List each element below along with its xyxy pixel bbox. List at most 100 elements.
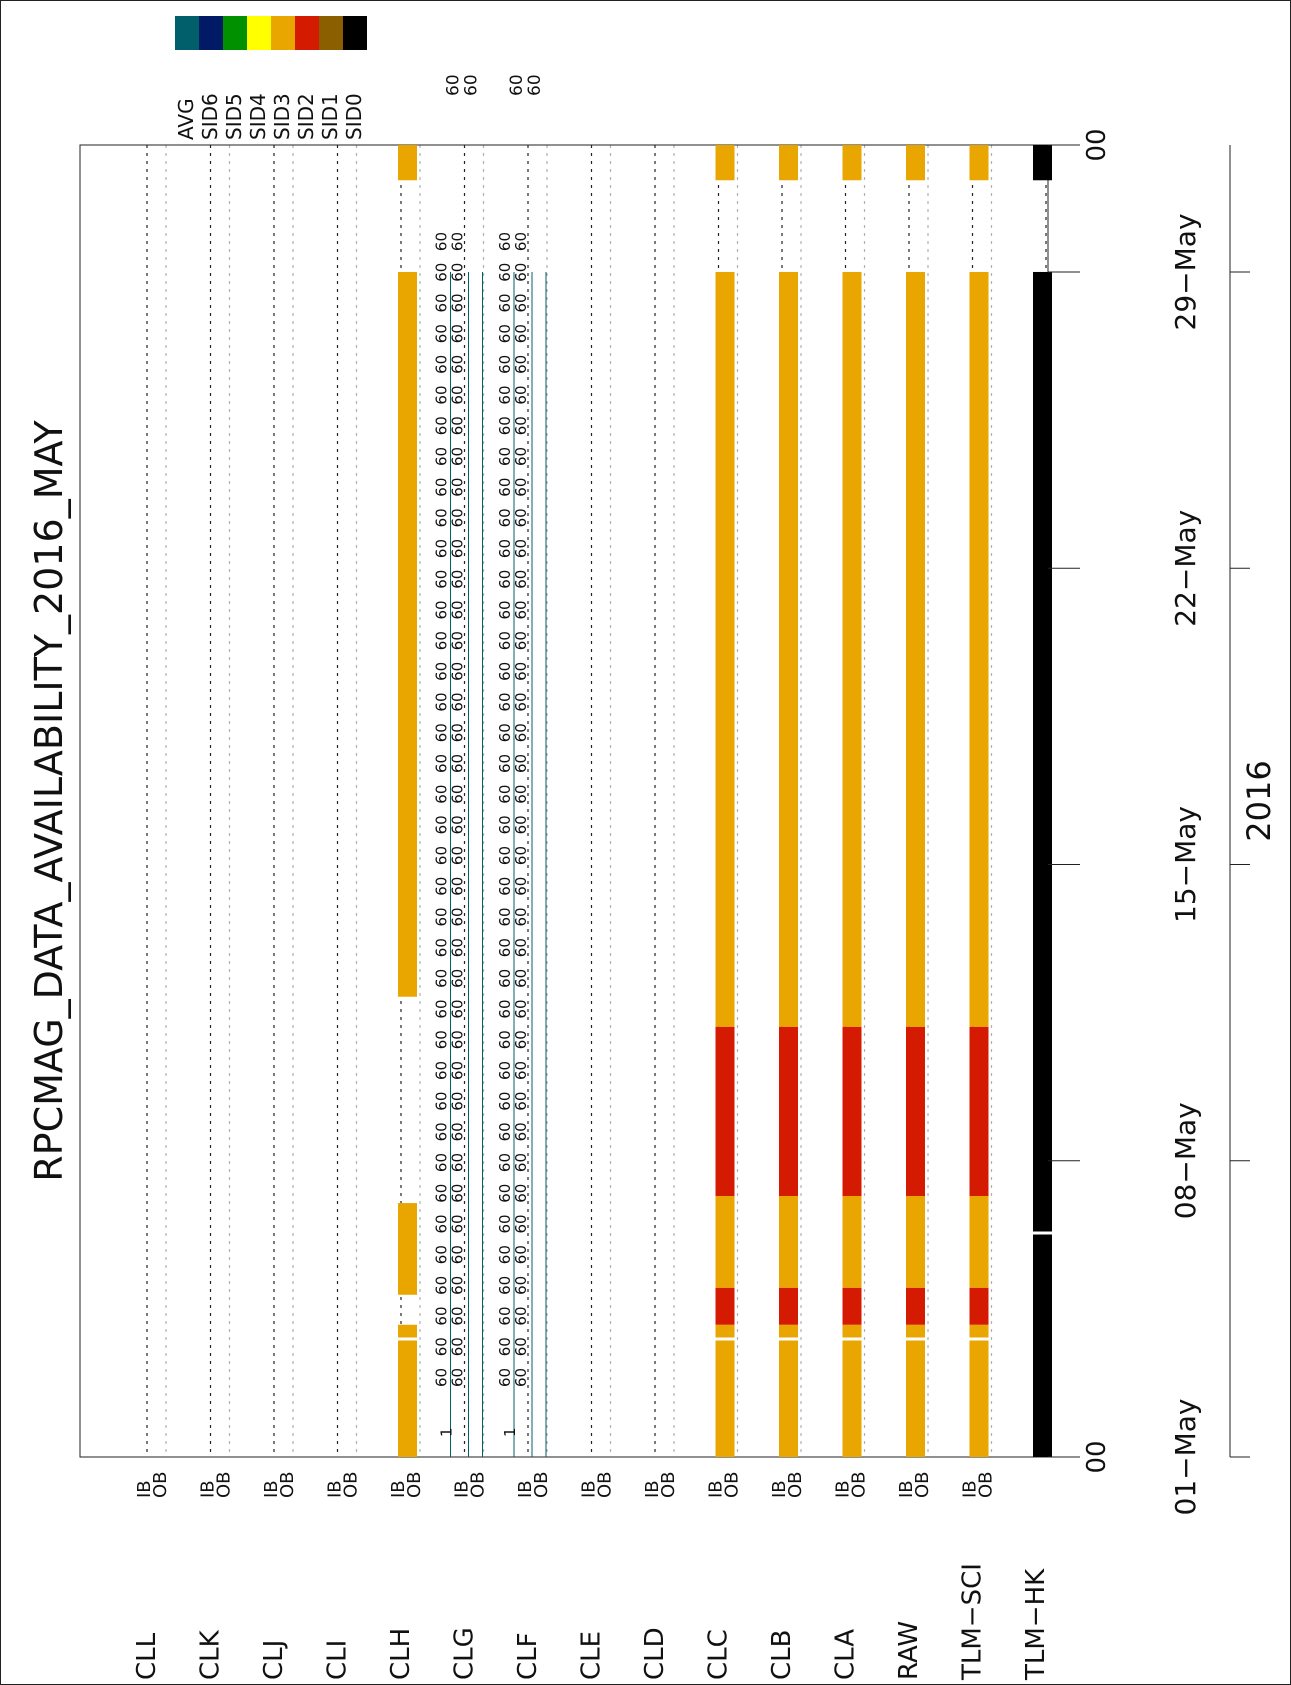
avg-value-label: 60 <box>496 1214 514 1233</box>
sensor-label-ib: IB <box>261 1480 282 1498</box>
sensor-label-ib: IB <box>960 1480 981 1498</box>
avg-value-label: 60 <box>512 815 530 834</box>
sensor-label-ob: OB <box>595 1471 616 1498</box>
availability-bar <box>842 145 862 181</box>
avg-value-label: 60 <box>449 1337 467 1356</box>
avg-value-label: 60 <box>433 631 451 650</box>
avg-value-label: 60 <box>449 1030 467 1049</box>
avg-value-label: 60 <box>496 1061 514 1080</box>
legend-label-avg: AVG <box>174 98 198 140</box>
avg-value-label: 60 <box>449 693 467 712</box>
avg-value-label: 60 <box>433 815 451 834</box>
availability-bar <box>969 145 989 181</box>
avg-value-label: 60 <box>433 1122 451 1141</box>
legend-swatch-sid4 <box>247 16 271 50</box>
avg-value-label: 60 <box>496 1030 514 1049</box>
avg-value-label: 60 <box>449 447 467 466</box>
avg-value-label: 60 <box>512 723 530 742</box>
row-label-clh: CLH <box>386 1628 416 1680</box>
avg-value-label: 60 <box>433 662 451 681</box>
row-label-cld: CLD <box>640 1627 670 1680</box>
avg-value-label: 60 <box>496 969 514 988</box>
hour-tick-label: 00 <box>1082 1440 1112 1473</box>
time-axis: 01−May 08−May 15−May 22−May 29−May 00 00 <box>1048 128 1250 1515</box>
avg-value-label: 60 <box>512 263 530 282</box>
avg-value-label: 60 <box>512 1245 530 1264</box>
avg-value-label: 60 <box>496 1337 514 1356</box>
avg-value-label: 60 <box>433 1092 451 1111</box>
avg-value-label: 60 <box>433 877 451 896</box>
avg-value-label: 60 <box>433 386 451 405</box>
sensor-label-ob: OB <box>976 1471 997 1498</box>
avg-value-label: 60 <box>449 1245 467 1264</box>
row-label-tlm-sci: TLM−SCI <box>958 1563 988 1681</box>
availability-bar <box>969 1324 989 1457</box>
avg-value-label: 60 <box>496 416 514 435</box>
avg-value-label: 60 <box>449 846 467 865</box>
sensor-label-ob: OB <box>150 1471 171 1498</box>
availability-bar <box>842 1287 862 1325</box>
availability-bar <box>842 1324 862 1457</box>
avg-value-label: 60 <box>512 693 530 712</box>
avg-value-label: 60 <box>449 508 467 527</box>
avg-value-label: 60 <box>449 785 467 804</box>
availability-bar <box>779 1324 798 1457</box>
avg-value-label: 60 <box>496 662 514 681</box>
avg-value-label: 60 <box>433 1061 451 1080</box>
row-label-cla: CLA <box>831 1629 861 1680</box>
avg-top-label: 60 <box>525 74 545 96</box>
avg-value-label: 60 <box>496 631 514 650</box>
row-label-clg: CLG <box>450 1627 480 1680</box>
avg-value-label: 60 <box>496 1000 514 1019</box>
availability-bar <box>779 145 798 181</box>
sensor-label-ib: IB <box>198 1480 219 1498</box>
avg-value-label: 60 <box>433 1307 451 1326</box>
avg-value-label: 60 <box>496 877 514 896</box>
avg-value-label: 60 <box>496 938 514 957</box>
availability-bar <box>715 1196 735 1288</box>
avg-value-label: 60 <box>496 447 514 466</box>
availability-bar <box>906 271 925 1027</box>
avg-value-label: 60 <box>449 1276 467 1295</box>
time-tick-label: 15−May <box>1169 806 1202 923</box>
avg-value-label: 60 <box>512 508 530 527</box>
sensor-label-ib: IB <box>769 1480 790 1498</box>
avg-value-label: 60 <box>449 478 467 497</box>
avg-value-label: 60 <box>496 1368 514 1387</box>
availability-bar <box>1033 145 1052 181</box>
avg-value-label: 60 <box>496 1245 514 1264</box>
legend-label-sid6: SID6 <box>198 93 222 140</box>
availability-bar <box>906 1196 925 1288</box>
avg-value-label: 60 <box>433 1368 451 1387</box>
avg-value-label: 60 <box>449 355 467 374</box>
avg-value-label: 60 <box>449 1061 467 1080</box>
avg-value-label: 60 <box>433 232 451 251</box>
avg-tick-label: 1 <box>438 1427 456 1437</box>
avg-value-label: 60 <box>449 1092 467 1111</box>
avg-value-label: 60 <box>449 1153 467 1172</box>
avg-value-label: 60 <box>449 754 467 773</box>
legend-swatch-sid0 <box>343 16 367 50</box>
legend-swatch-sid2 <box>295 16 319 50</box>
avg-value-label: 60 <box>512 355 530 374</box>
availability-bar <box>779 1196 798 1288</box>
avg-value-label: 60 <box>512 570 530 589</box>
sensor-label-ob: OB <box>214 1471 235 1498</box>
avg-value-label: 60 <box>496 324 514 343</box>
avg-value-label: 60 <box>433 539 451 558</box>
sensor-label-ib: IB <box>388 1480 409 1498</box>
avg-value-label: 60 <box>512 1092 530 1111</box>
avg-value-label: 60 <box>433 693 451 712</box>
time-tick-label: 29−May <box>1169 213 1202 330</box>
legend-swatch-sid3 <box>271 16 295 50</box>
availability-bar <box>779 1287 798 1325</box>
availability-bar <box>1033 271 1052 1457</box>
avg-value-label: 60 <box>449 969 467 988</box>
availability-bar <box>715 271 735 1027</box>
legend-label-sid0: SID0 <box>342 93 366 140</box>
sensor-label-ib: IB <box>579 1480 600 1498</box>
sensor-label-ob: OB <box>722 1471 743 1498</box>
sensor-label-ib: IB <box>896 1480 917 1498</box>
availability-bar <box>398 271 417 997</box>
avg-value-label: 60 <box>449 293 467 312</box>
